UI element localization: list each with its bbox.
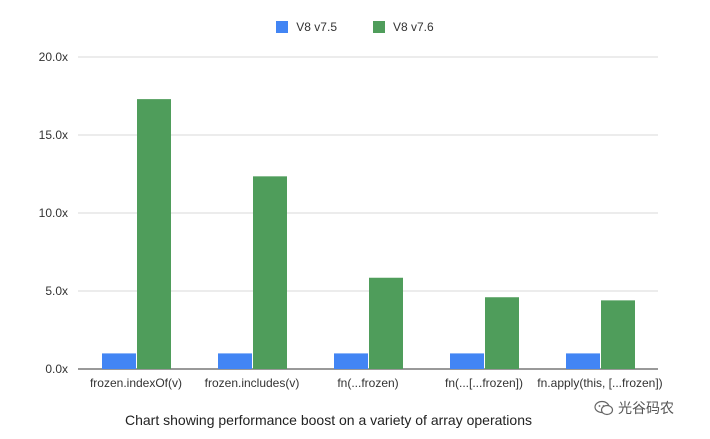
y-tick-label: 10.0x [39, 206, 68, 220]
bar [334, 353, 368, 369]
x-tick-label: frozen.indexOf(v) [90, 376, 182, 390]
bar [601, 300, 635, 369]
bar [450, 353, 484, 369]
chart-caption: Chart showing performance boost on a var… [125, 412, 532, 428]
legend-swatch-v76 [373, 21, 385, 33]
y-tick-label: 5.0x [45, 284, 68, 298]
legend: V8 v7.5 V8 v7.6 [0, 20, 710, 34]
bar [369, 277, 403, 369]
watermark: 光谷码农 [594, 398, 674, 418]
bar [218, 353, 252, 369]
y-tick-label: 20.0x [39, 50, 68, 64]
bar [485, 297, 519, 369]
bar [253, 176, 287, 369]
watermark-text: 光谷码农 [618, 400, 674, 416]
bar [566, 353, 600, 369]
legend-item-v76: V8 v7.6 [373, 20, 434, 34]
legend-swatch-v75 [276, 21, 289, 33]
x-tick-label: fn(...[...frozen]) [445, 376, 523, 390]
bar [102, 353, 136, 369]
legend-label-v75: V8 v7.5 [296, 20, 337, 34]
bar [137, 99, 171, 370]
x-tick-label: fn.apply(this, [...frozen]) [537, 376, 662, 390]
y-tick-label: 15.0x [39, 128, 68, 142]
legend-label-v76: V8 v7.6 [393, 20, 434, 34]
wechat-icon [594, 400, 614, 416]
x-tick-label: fn(...frozen) [337, 376, 398, 390]
y-tick-label: 0.0x [45, 362, 68, 376]
x-tick-label: frozen.includes(v) [205, 376, 300, 390]
legend-item-v75: V8 v7.5 [276, 20, 337, 34]
